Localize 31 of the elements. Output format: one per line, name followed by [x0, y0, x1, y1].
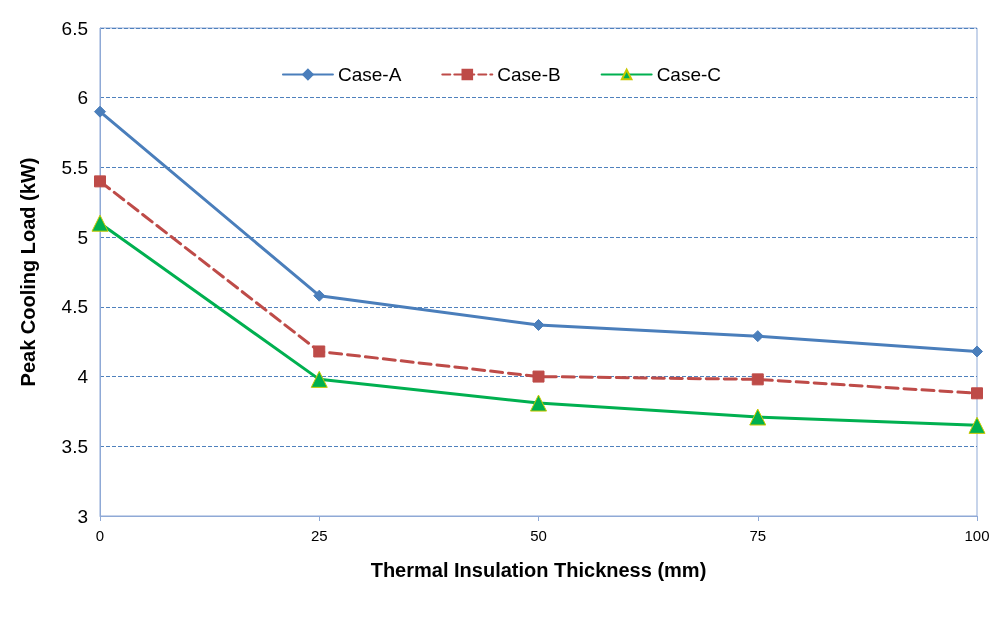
x-tick-label: 0 [95, 527, 105, 544]
point [94, 175, 106, 188]
y-tick-label: 4 [77, 366, 89, 388]
point [971, 387, 983, 400]
y-tick-label: 6 [77, 87, 88, 109]
y-tick-label: 3 [77, 505, 88, 527]
point [91, 214, 109, 232]
point [971, 345, 983, 358]
x-tick-label: 50 [530, 527, 547, 544]
point [94, 105, 106, 118]
point [749, 408, 767, 426]
legend-label: Case-B [497, 64, 561, 85]
point [310, 370, 328, 388]
x-tick-label: 75 [749, 527, 767, 544]
point [530, 394, 547, 412]
legend-label: Case-A [337, 64, 402, 85]
y-tick-label: 5.5 [61, 156, 88, 178]
y-tick-label: 4.5 [61, 296, 88, 318]
legend-label: Case-C [656, 64, 722, 85]
x-tick-label: 25 [310, 527, 328, 544]
x-tick-label: 100 [964, 527, 990, 544]
y-tick-label: 3.5 [61, 435, 88, 457]
y-tick-label: 5 [77, 226, 88, 248]
point [313, 345, 326, 358]
y-axis-title: Peak Cooling Load (kW) [17, 157, 39, 387]
point [532, 370, 545, 383]
point [968, 416, 986, 434]
x-axis-title: Thermal Insulation Thickness (mm) [370, 559, 707, 581]
point [751, 373, 764, 386]
point [313, 289, 326, 302]
y-tick-label: 6.5 [61, 17, 88, 39]
